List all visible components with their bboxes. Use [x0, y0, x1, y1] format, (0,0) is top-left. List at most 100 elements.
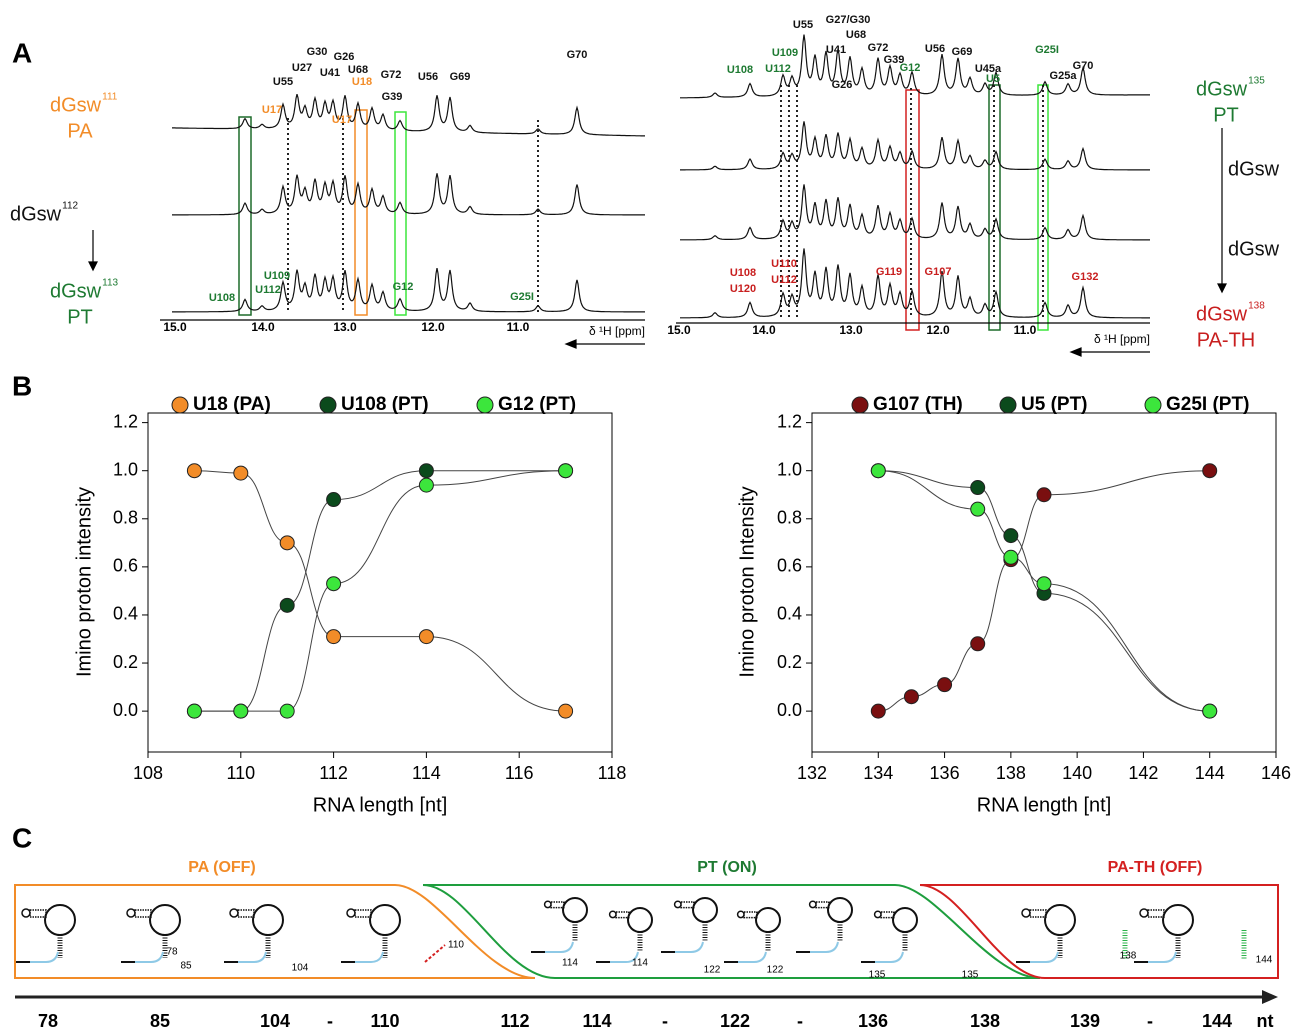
length-label: 138: [970, 1011, 1000, 1031]
peak-label: U5: [986, 73, 1000, 85]
y-tick-label: 0.8: [777, 508, 802, 528]
legend-label: U5 (PT): [1021, 394, 1088, 415]
length-label: 104: [260, 1011, 290, 1031]
legend-marker: [171, 396, 189, 414]
fit-curve: [194, 470, 566, 712]
y-tick-label: 0.4: [777, 604, 802, 624]
length-label: -: [1147, 1011, 1153, 1031]
ppm-tick-label: 15.0: [667, 323, 691, 337]
stem: [1029, 909, 1047, 918]
stem: [815, 901, 830, 909]
peak-label: G25a: [1050, 70, 1078, 82]
strand: [238, 951, 267, 963]
state-type: PA: [67, 120, 93, 142]
ppm-tick-label: 11.0: [507, 320, 530, 334]
y-tick-label: 0.2: [777, 652, 802, 672]
spectrum: [680, 121, 1150, 171]
legend-label: U108 (PT): [341, 394, 429, 415]
state-sup: 138: [1248, 301, 1265, 312]
ppm-tick-label: 12.0: [421, 320, 445, 334]
loop: [149, 904, 181, 936]
strand: [810, 941, 839, 953]
peak-label: U27: [292, 62, 312, 74]
structure-label: 122: [767, 965, 784, 976]
state-sup: 113: [102, 278, 118, 289]
point: [1202, 703, 1218, 719]
loop: [608, 910, 617, 919]
fit-curve: [194, 470, 566, 712]
loop: [873, 910, 882, 919]
structure-label: 122: [704, 965, 721, 976]
length-label: 122: [720, 1011, 750, 1031]
peak-label: G107: [925, 266, 952, 278]
peak-label: G70: [1073, 60, 1094, 72]
peak-label: U18: [352, 76, 372, 88]
spectrum: [680, 184, 1150, 241]
loop: [562, 897, 588, 923]
point: [903, 689, 919, 705]
stem: [29, 909, 47, 918]
phase-title: PT (ON): [697, 859, 757, 876]
state-name: dGsw: [1228, 158, 1280, 180]
x-tick-label: 138: [996, 763, 1026, 783]
x-axis-title: RNA length [nt]: [977, 794, 1112, 816]
fit-curve: [194, 470, 566, 712]
spectrum: [172, 267, 645, 313]
peak-label: G70: [567, 49, 588, 61]
peak-label: U55: [273, 76, 293, 88]
strand: [675, 941, 704, 953]
loop: [229, 908, 239, 918]
ppm-tick-label: 14.0: [251, 320, 275, 334]
legend-label: G107 (TH): [873, 394, 963, 415]
point: [418, 629, 434, 645]
stem: [550, 901, 565, 909]
strand: [738, 951, 767, 963]
point: [1003, 549, 1019, 565]
length-label: 110: [370, 1011, 399, 1031]
ppm-tick-label: 11.0: [1014, 323, 1037, 337]
y-tick-label: 0.8: [113, 508, 138, 528]
phase-frame: [919, 884, 1279, 979]
peak-label: G69: [450, 71, 471, 83]
peak-label: U68: [348, 64, 368, 76]
y-axis-title: Imino proton Intensity: [736, 486, 758, 677]
structure-label: 114: [562, 958, 578, 969]
strand: [545, 941, 574, 953]
plot-frame: [811, 412, 1277, 753]
loop: [1139, 908, 1149, 918]
structure-label: 78: [166, 947, 178, 958]
peak-label: G132: [1072, 271, 1099, 283]
arrow-head: [1262, 990, 1278, 1004]
state-name: dGsw: [1196, 303, 1248, 325]
peak-label: U17: [332, 114, 352, 126]
structure-label: 138: [1120, 951, 1137, 962]
axis-label: δ ¹H [ppm]: [1094, 332, 1150, 346]
point: [186, 703, 202, 719]
legend-label: G12 (PT): [498, 394, 576, 415]
loop: [892, 907, 918, 933]
peak-label: U41: [826, 44, 846, 56]
fit-curve: [878, 470, 1210, 712]
state-sup: 112: [62, 201, 78, 212]
point: [1003, 528, 1019, 544]
phase-title: PA (OFF): [188, 859, 256, 876]
ppm-tick-label: 14.0: [752, 323, 776, 337]
x-tick-label: 108: [133, 763, 163, 783]
point: [558, 463, 574, 479]
peak-label: G69: [952, 46, 973, 58]
structure-label: 135: [869, 970, 886, 981]
strand: [135, 951, 164, 963]
legend-marker: [476, 396, 494, 414]
structure-label: 135: [962, 970, 979, 981]
x-tick-label: 116: [505, 763, 534, 783]
peak-label: G39: [382, 91, 403, 103]
stem: [1147, 909, 1165, 918]
peak-label: G26: [832, 79, 853, 91]
peak-label: U68: [846, 29, 866, 41]
legend-marker: [319, 396, 337, 414]
legend-marker: [851, 396, 869, 414]
point: [1036, 487, 1052, 503]
legend-marker: [999, 396, 1017, 414]
point: [418, 463, 434, 479]
